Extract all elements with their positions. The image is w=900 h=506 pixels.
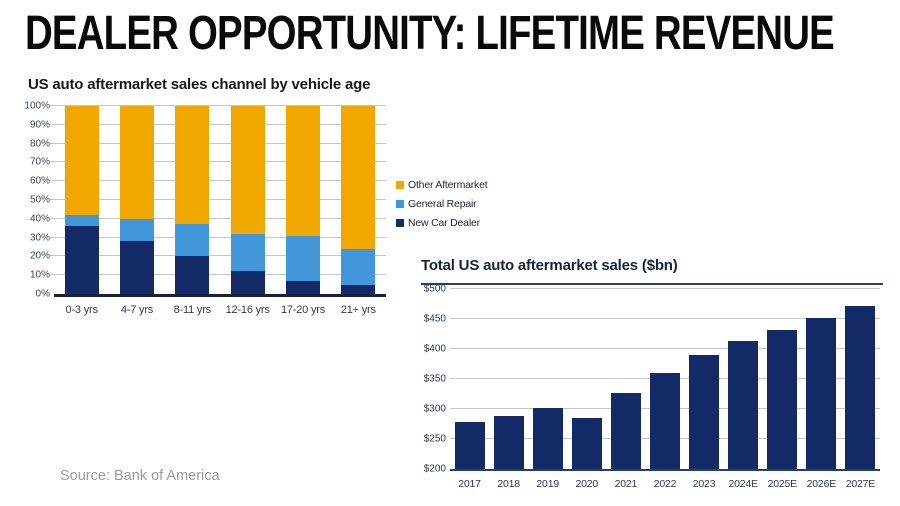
left-chart-title: US auto aftermarket sales channel by veh… [28,76,371,93]
gridline [50,236,386,238]
bar-segment [341,284,376,294]
y-axis-label: 70% [29,156,50,168]
x-axis-label: 21+ yrs [340,304,376,316]
bar-segment [64,106,99,216]
legend-label: Other Aftermarket [408,179,488,191]
right-chart-plot-area: $200 $250 $300 $350 $400 $450 $500 [424,284,880,475]
x-axis-label: 2019 [536,478,559,490]
bar-segment [64,226,99,294]
gridline [450,288,880,289]
x-axis-label: 12-16 yrs [225,304,270,316]
bar-segment [175,224,210,257]
x-axis-label: 2024E [728,478,758,490]
bar-segment [341,106,376,249]
left-chart-plot-area: 0% 10% 20% 30% 40% 50% 60% 70% 80% 90% 100% [24,101,386,300]
y-axis-label: 100% [24,100,50,112]
y-axis-label: $450 [423,313,446,325]
bar-segment [64,215,99,227]
source-note: Source: Bank of America [60,468,220,484]
y-axis-label: $250 [423,433,446,445]
legend-label: New Car Dealer [408,217,480,229]
gridline [50,123,386,125]
bar-segment [230,106,265,234]
right-chart-title-rule [421,283,883,285]
y-axis-label: 90% [29,119,50,131]
legend-swatch [396,219,404,227]
bar-chart-total-sales: Total US auto aftermarket sales ($bn) $2… [421,257,883,491]
bar-segment [175,106,210,225]
gridline [50,274,386,276]
x-axis-label: 2018 [497,478,520,490]
gridline [50,161,386,163]
x-axis-label: 2027E [845,478,876,490]
bar-segment [120,106,154,219]
bar [806,318,837,469]
bar [728,340,759,469]
stacked-bar-chart-sales-channel: US auto aftermarket sales channel by veh… [24,76,528,317]
bar-segment [286,280,320,294]
y-axis-label: $500 [423,283,446,295]
y-axis-label: 60% [29,175,50,187]
gridline [50,199,386,200]
x-axis-label: 4-7 yrs [120,304,154,316]
y-axis-label: 50% [29,194,50,206]
y-axis-label: 10% [29,269,50,281]
y-axis-label: $200 [423,463,446,475]
legend-item: General Repair [396,198,487,210]
bar [493,415,524,469]
gridline [50,217,386,219]
gridline [450,348,880,349]
right-chart-x-axis: 2017 2018 2019 2020 2021 2022 2023 2024E 2025E 20… [450,475,880,491]
y-axis-label: $350 [423,373,446,385]
y-axis-label: 0% [35,288,50,300]
y-axis-label: 40% [29,213,50,225]
bar [845,306,876,469]
left-chart-legend: Other Aftermarket General Repair New Car D… [396,179,488,236]
bar [454,421,485,469]
x-axis-label: 8-11 yrs [173,304,212,316]
gridline [450,318,880,319]
page-title: DEALER OPPORTUNITY: LIFETIME REVENUE [25,7,835,60]
y-axis-label: $300 [423,403,446,415]
bar-segment [120,241,154,294]
bar-segment [286,106,320,236]
legend-swatch [396,181,404,189]
gridline [50,105,386,106]
x-axis-label: 2020 [575,478,599,490]
left-chart-x-axis: 0-3 yrs 4-7 yrs 8-11 yrs 12-16 yrs 17-20 yrs… [54,301,386,317]
bar-segment [120,218,154,242]
x-axis-label: 2022 [653,478,677,490]
x-axis-label: 0-3 yrs [65,304,98,316]
x-axis-label: 2017 [458,478,481,490]
gridline [50,180,386,182]
x-axis-label: 2026E [806,478,837,490]
y-axis-label: 30% [29,232,50,244]
bar [610,392,641,469]
x-axis-label: 2025E [767,478,798,490]
y-axis-label: $400 [423,343,446,355]
legend-label: General Repair [408,198,477,210]
x-axis-label: 2023 [692,478,716,490]
gridline [50,142,386,144]
gridline [50,255,386,257]
bar-segment [230,233,265,272]
bar [571,418,602,469]
legend-item: New Car Dealer [396,217,487,229]
bar [650,373,680,469]
bar [689,355,720,469]
bar-segment [175,256,210,294]
right-chart-title: Total US auto aftermarket sales ($bn) [421,257,678,274]
bar-segment [286,235,320,281]
bar-segment [230,271,265,294]
x-axis-label: 17-20 yrs [280,304,326,316]
x-axis-label: 2021 [614,478,638,490]
y-axis-label: 20% [29,250,50,262]
bar [767,330,798,469]
bar [532,408,563,469]
legend-swatch [396,200,404,208]
y-axis-label: 80% [29,138,50,150]
bar-segment [341,248,376,285]
legend-item: Other Aftermarket [396,179,488,191]
